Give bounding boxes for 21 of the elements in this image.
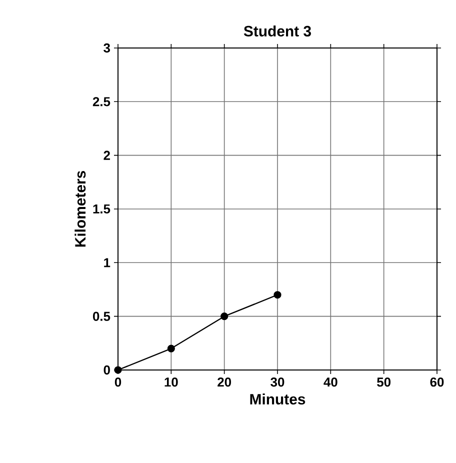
point xyxy=(274,291,282,299)
y-tick-label: 2 xyxy=(104,150,110,160)
x-tick-label: 50 xyxy=(377,378,390,387)
y-tick-label: 2.5 xyxy=(92,97,110,106)
x-axis-title: Minutes xyxy=(250,394,306,405)
y-tick-label: 0.5 xyxy=(92,312,110,321)
x-tick-label: 30 xyxy=(270,378,284,387)
y-axis-title: Kilometers xyxy=(74,171,86,247)
chart-title: Student 3 xyxy=(244,26,311,36)
point xyxy=(114,366,122,374)
y-tick-label: 3 xyxy=(104,43,110,53)
y-tick-label: 0 xyxy=(104,365,110,375)
x-tick-label: 10 xyxy=(164,378,178,387)
x-tick-label: 20 xyxy=(218,378,231,387)
point xyxy=(167,344,175,352)
y-tick-label: 1 xyxy=(104,258,110,268)
x-tick-label: 0 xyxy=(114,378,122,387)
point xyxy=(220,312,228,320)
y-tick-label: 1.5 xyxy=(93,204,110,214)
x-tick-label: 40 xyxy=(324,378,338,387)
x-tick-label: 60 xyxy=(430,378,444,387)
